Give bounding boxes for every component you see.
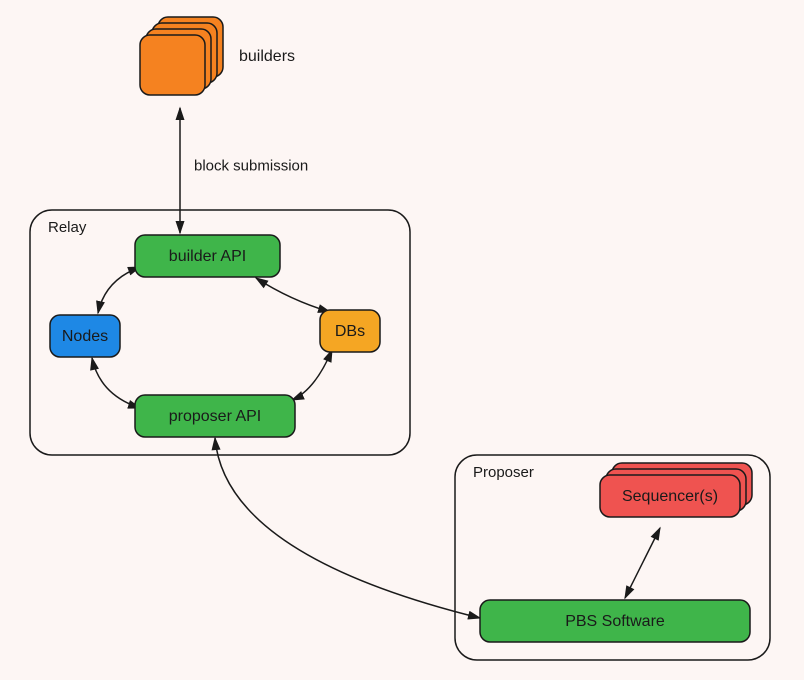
node-label-sequencers: Sequencer(s) (622, 488, 718, 505)
node-label-builders: builders (239, 48, 295, 65)
node-label-pbs: PBS Software (565, 613, 665, 630)
node-label-dbs: DBs (335, 323, 365, 340)
node-label-nodes: Nodes (62, 328, 108, 345)
node-proposer_api: proposer API (135, 395, 295, 437)
relay-label: Relay (48, 219, 87, 236)
proposer-label: Proposer (473, 464, 534, 481)
node-label-proposer_api: proposer API (169, 408, 262, 425)
node-pbs: PBS Software (480, 600, 750, 642)
node-sequencers: Sequencer(s) (600, 463, 752, 517)
node-dbs: DBs (320, 310, 380, 352)
node-nodes: Nodes (50, 315, 120, 357)
node-builder_api: builder API (135, 235, 280, 277)
node-label-builder_api: builder API (169, 248, 246, 265)
edge-label-0: block submission (194, 158, 308, 175)
